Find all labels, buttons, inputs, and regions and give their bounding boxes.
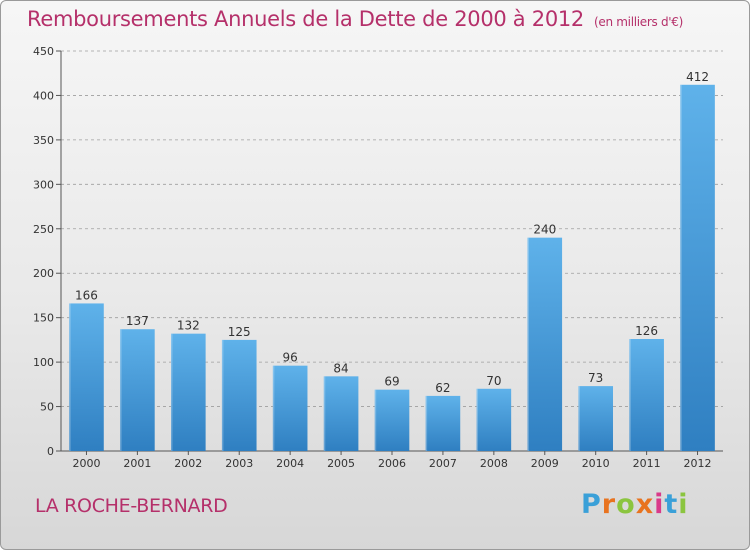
logo-letter: t [664, 489, 679, 520]
value-label-2010: 73 [588, 371, 603, 385]
commune-name: LA ROCHE-BERNARD [35, 495, 228, 517]
logo-letter: i [654, 489, 665, 520]
logo-letter: x [635, 489, 655, 520]
y-tick-label: 250 [33, 223, 54, 236]
bar-2005 [323, 376, 359, 451]
x-tick-label-2004: 2004 [276, 457, 304, 470]
y-tick-label: 450 [33, 45, 54, 58]
y-tick-label: 200 [33, 267, 54, 280]
x-tick-label-2005: 2005 [327, 457, 355, 470]
bar-2003 [221, 339, 257, 451]
bar-2002 [170, 333, 206, 451]
x-tick-label-2007: 2007 [429, 457, 457, 470]
x-tick-label-2008: 2008 [480, 457, 508, 470]
x-tick-label-2012: 2012 [684, 457, 712, 470]
bar-highlight [272, 365, 275, 451]
y-tick-label: 400 [33, 89, 54, 102]
bar-highlight [221, 339, 224, 451]
value-label-2008: 70 [486, 374, 501, 388]
x-tick-label-2010: 2010 [582, 457, 610, 470]
chart-unit: (en milliers d'€) [594, 15, 684, 29]
bar-2004 [272, 365, 308, 451]
bar-2008 [476, 388, 512, 451]
value-label-2004: 96 [283, 351, 298, 365]
value-label-2003: 125 [228, 325, 251, 339]
y-tick-label: 0 [47, 445, 54, 458]
bar-2012 [680, 84, 715, 452]
bar-highlight [323, 376, 326, 451]
y-tick-label: 300 [33, 178, 54, 191]
bar-highlight [170, 333, 173, 451]
value-label-2006: 69 [384, 375, 399, 389]
bar-2000 [69, 303, 104, 451]
y-tick-label: 150 [33, 312, 54, 325]
value-label-2002: 132 [177, 319, 200, 333]
bar-2010 [578, 386, 614, 451]
labels: 0 50 100 150 200 250 300 350 400 450 166 2000 137 200… [33, 45, 712, 470]
bar-highlight [69, 303, 71, 451]
logo-letter: i [678, 489, 689, 520]
bar-highlight [578, 386, 580, 451]
x-tick-label-2006: 2006 [378, 457, 406, 470]
grid-lines [61, 50, 723, 407]
value-label-2001: 137 [126, 314, 149, 328]
value-label-2007: 62 [435, 381, 450, 395]
value-label-2012: 412 [686, 70, 709, 84]
value-label-2005: 84 [333, 361, 348, 375]
bar-2001 [120, 329, 155, 451]
x-tick-label-2011: 2011 [633, 457, 661, 470]
bars [69, 84, 715, 452]
chart-title: Remboursements Annuels de la Dette de 20… [27, 7, 683, 31]
x-tick-label-2002: 2002 [174, 457, 202, 470]
bar-highlight [629, 339, 631, 451]
value-label-2011: 126 [635, 324, 658, 338]
bar-chart: 0 50 100 150 200 250 300 350 400 450 166 2000 137 200… [33, 45, 723, 470]
x-tick-label-2003: 2003 [225, 457, 253, 470]
proxiti-logo: Proxiti [581, 489, 689, 520]
x-tick-label-2001: 2001 [123, 457, 151, 470]
y-tick-label: 100 [33, 356, 54, 369]
bar-highlight [680, 84, 682, 452]
bar-2007 [425, 395, 461, 451]
x-tick-label-2009: 2009 [531, 457, 559, 470]
bar-highlight [527, 237, 529, 451]
logo-letter: P [581, 489, 602, 520]
bar-highlight [120, 329, 122, 451]
x-tick-label-2000: 2000 [72, 457, 100, 470]
value-label-2000: 166 [75, 288, 98, 302]
bar-highlight [476, 388, 479, 451]
chart-title-text: Remboursements Annuels de la Dette de 20… [27, 7, 584, 31]
bar-2009 [527, 237, 563, 451]
logo-letter: o [616, 489, 636, 520]
bar-highlight [425, 395, 428, 451]
y-tick-label: 350 [33, 134, 54, 147]
bar-highlight [374, 389, 377, 451]
bar-2011 [629, 339, 664, 451]
y-tick-label: 50 [40, 401, 54, 414]
bar-2006 [374, 389, 410, 451]
logo-letter: r [601, 489, 617, 520]
value-label-2009: 240 [533, 223, 556, 237]
